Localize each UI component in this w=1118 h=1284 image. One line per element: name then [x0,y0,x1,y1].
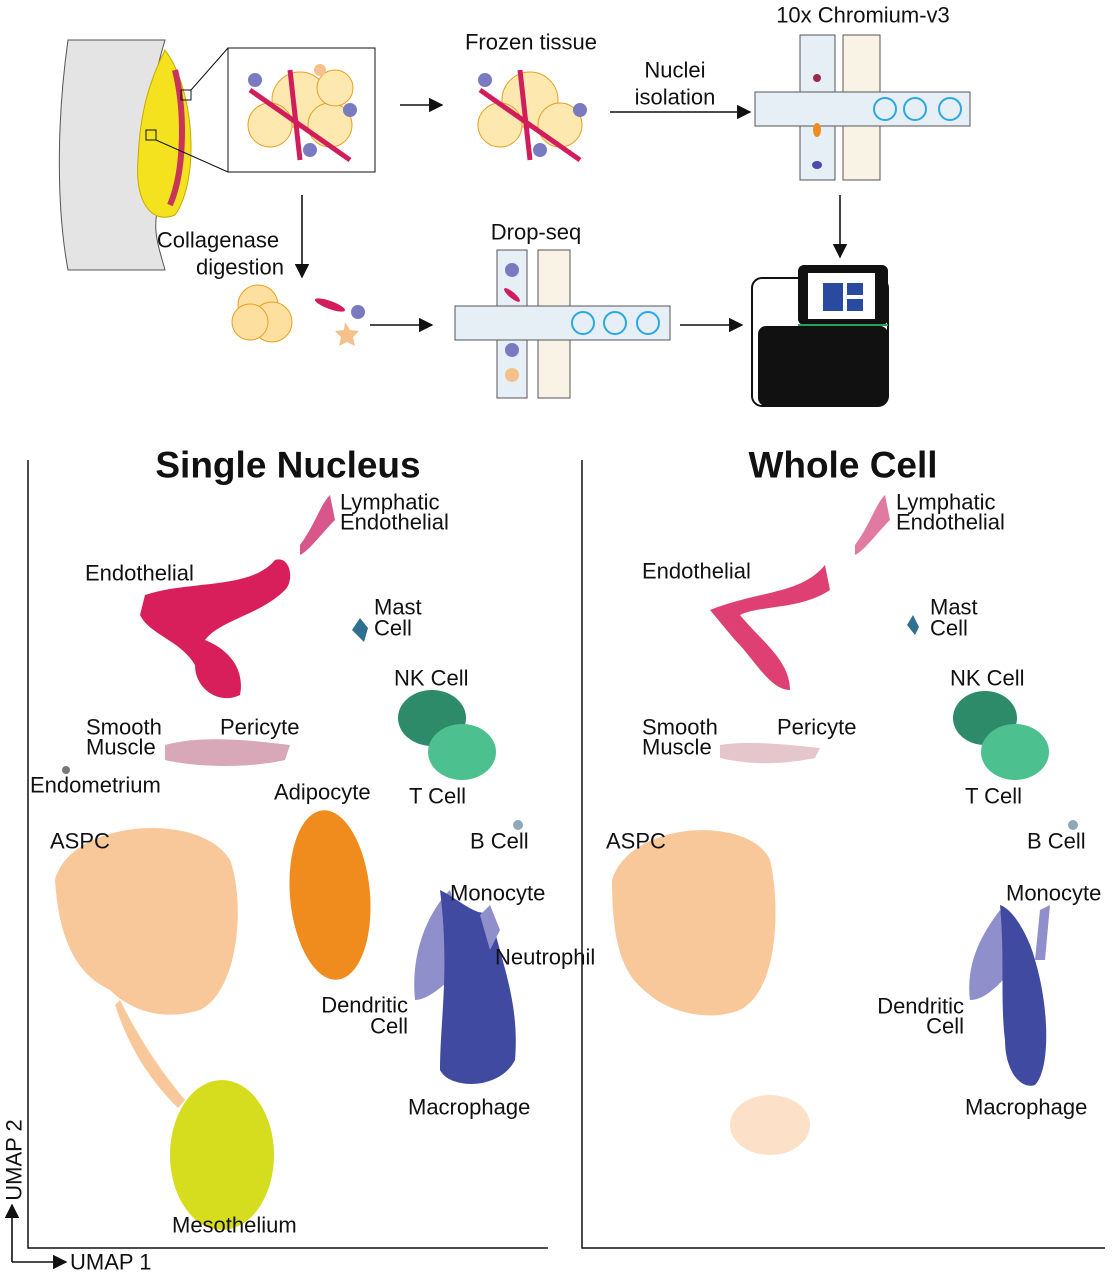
cluster-label: T Cell [409,784,466,809]
tissue-cells [247,64,357,163]
cluster-label: Monocyte [1006,881,1101,906]
cluster-label: Cell [370,1014,408,1039]
cluster-label: Mast [374,595,422,620]
label: isolation [635,85,716,110]
panel-title: Whole Cell [748,445,937,486]
cluster-label: Pericyte [777,715,856,740]
zoom-marker [145,129,157,141]
cluster-label: Dendritic [877,994,964,1019]
umap-clusters [612,495,1078,1155]
label: digestion [196,255,284,280]
cluster-label: Smooth [86,715,162,740]
dissociated-cells [231,284,365,346]
cluster-label: Endothelial [642,559,751,584]
microfluidic-chip [754,34,971,181]
label: Nuclei [644,58,705,83]
cluster-label: Endometrium [30,773,161,798]
cluster-label: Neutrophil [495,945,595,970]
cluster-label: Muscle [642,735,712,760]
panel-frame [581,460,1105,1249]
cluster-label: ASPC [50,829,110,854]
label: Frozen tissue [465,30,597,55]
axis-label: UMAP 1 [70,1250,152,1275]
zoom-line [190,47,229,91]
cluster-label: Endothelial [896,510,1005,535]
label: 10x Chromium-v3 [776,3,950,28]
cluster-labels: Lymphatic Endothelial Endothelial Mast C… [606,490,1101,1120]
cluster-label: NK Cell [950,666,1025,691]
cluster-label: T Cell [965,784,1022,809]
cluster-label: Lymphatic [896,490,995,515]
cluster-label: Adipocyte [274,780,371,805]
sequencer [751,265,889,407]
cluster-label: Lymphatic [340,490,439,515]
cluster-label: NK Cell [394,666,469,691]
cluster-label: ASPC [606,829,666,854]
cluster-label: Cell [926,1014,964,1039]
cluster-label: Macrophage [965,1095,1087,1120]
cluster-label: Cell [930,616,968,641]
frozen-tissue [477,69,587,163]
cluster-label: Mesothelium [172,1213,297,1238]
cluster-label: Endothelial [340,510,449,535]
cluster-label: Mast [930,595,978,620]
cluster-label: Pericyte [220,715,299,740]
label: Drop-seq [491,220,581,245]
cluster-label: Monocyte [450,881,545,906]
label: Collagenase [157,228,279,253]
umap-clusters [55,495,523,1230]
cluster-label: B Cell [1027,829,1086,854]
cluster-label: Macrophage [408,1095,530,1120]
zoom-line [155,139,229,173]
cluster-label: Smooth [642,715,718,740]
cluster-label: B Cell [470,829,529,854]
cluster-labels: Lymphatic Endothelial Endothelial Mast C… [30,490,595,1238]
workflow: Frozen tissue Nuclei isolation 10x Chrom… [58,3,971,407]
cluster-label: Cell [374,616,412,641]
zoom-marker [180,89,192,101]
vessel [167,69,185,207]
axis-label: UMAP 2 [2,1119,27,1201]
dropseq-chip [454,249,671,399]
panel-title: Single Nucleus [155,445,420,486]
panel-frame [27,460,548,1249]
cluster-label: Dendritic [321,993,408,1018]
cluster-label: Muscle [86,735,156,760]
cluster-label: Endothelial [85,561,194,586]
